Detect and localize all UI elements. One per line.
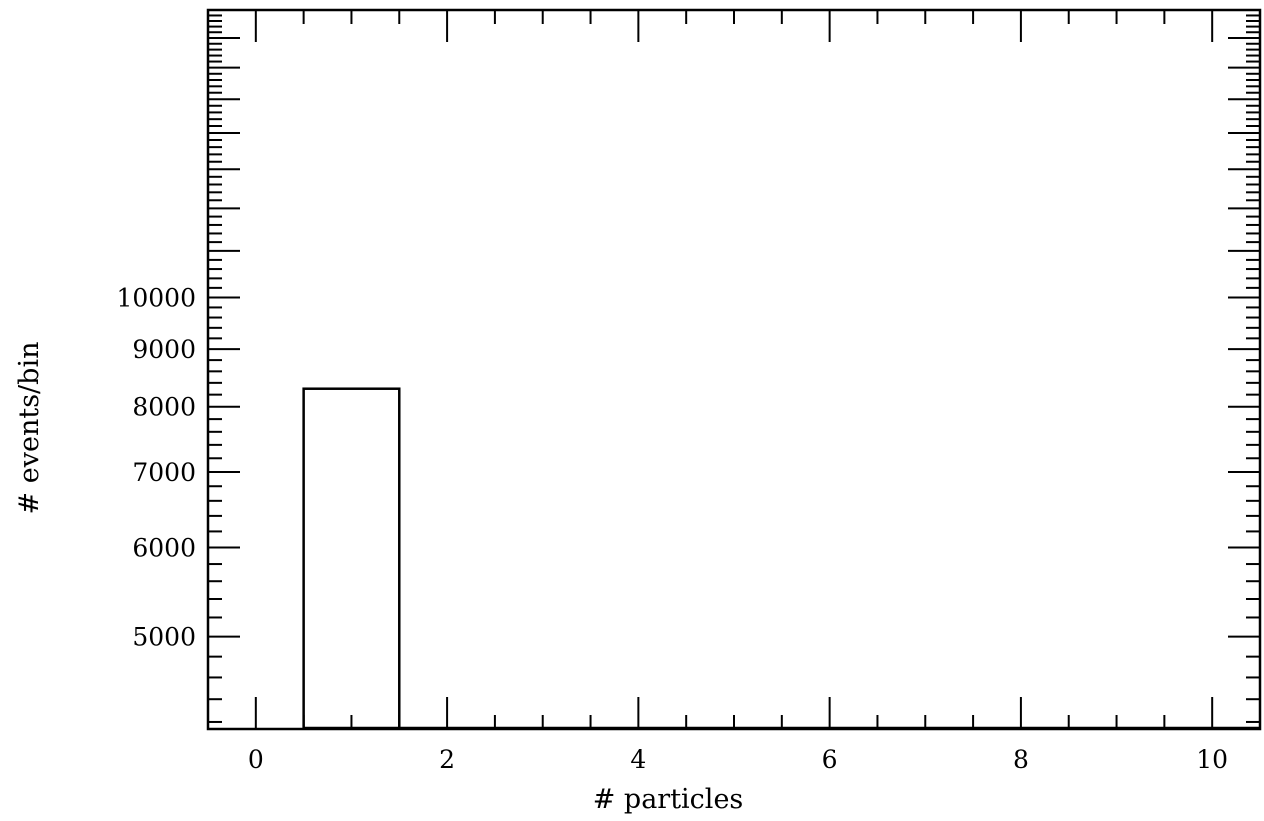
x-tick-label: 10 [1196,745,1228,774]
histogram-bars [302,387,1260,730]
y-tick-label: 7000 [132,458,196,487]
x-tick-label: 2 [439,745,455,774]
x-tick-label: 0 [248,745,264,774]
x-tick-label: 6 [822,745,838,774]
histogram-bar [302,387,401,730]
x-axis-title: # particles [593,784,744,815]
x-tick-label: 4 [630,745,646,774]
x-tick-label: 8 [1013,745,1029,774]
y-tick-label: 5000 [132,623,196,652]
tick-labels: 0 2 4 6 8 10 5000 6000 7000 8000 9000 10000 [116,284,1228,774]
y-axis-title: # events/bin [14,342,45,515]
y-tick-label: 9000 [132,335,196,364]
plot-frame [206,8,1262,731]
y-tick-label: 10000 [116,284,196,313]
axis-ticks [208,9,1260,729]
y-tick-label: 6000 [132,533,196,562]
y-tick-label: 8000 [132,393,196,422]
